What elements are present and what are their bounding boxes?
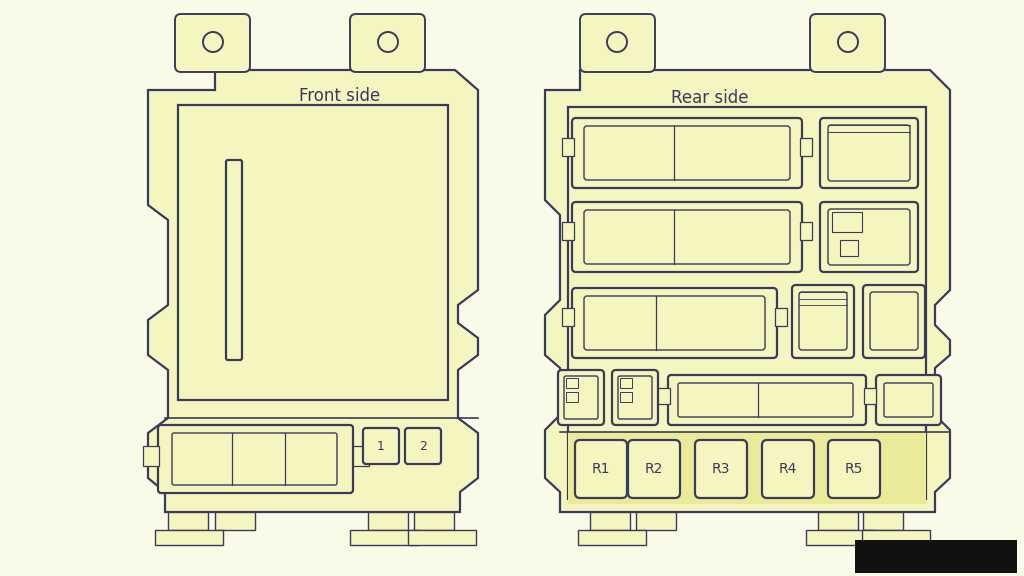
- FancyBboxPatch shape: [828, 125, 910, 181]
- Bar: [800, 138, 812, 156]
- Bar: [566, 378, 578, 388]
- Bar: [590, 512, 630, 530]
- FancyBboxPatch shape: [172, 433, 337, 485]
- FancyBboxPatch shape: [828, 440, 880, 498]
- Bar: [806, 530, 874, 545]
- FancyBboxPatch shape: [618, 376, 652, 419]
- Bar: [178, 105, 449, 400]
- Polygon shape: [148, 70, 478, 512]
- Text: R1: R1: [592, 462, 610, 476]
- FancyBboxPatch shape: [870, 292, 918, 350]
- Circle shape: [838, 32, 858, 52]
- FancyBboxPatch shape: [820, 118, 918, 188]
- FancyBboxPatch shape: [572, 202, 802, 272]
- FancyBboxPatch shape: [362, 428, 399, 464]
- FancyBboxPatch shape: [828, 209, 910, 265]
- FancyBboxPatch shape: [572, 118, 802, 188]
- Bar: [568, 432, 926, 504]
- Bar: [636, 512, 676, 530]
- Bar: [562, 138, 574, 156]
- Text: Rear side: Rear side: [672, 89, 749, 107]
- FancyBboxPatch shape: [580, 14, 655, 72]
- Bar: [855, 540, 1017, 573]
- Bar: [168, 512, 208, 530]
- Bar: [562, 222, 574, 240]
- Text: 2: 2: [419, 439, 427, 453]
- Bar: [775, 308, 787, 326]
- Bar: [800, 222, 812, 240]
- Bar: [414, 512, 454, 530]
- Bar: [368, 512, 408, 530]
- FancyBboxPatch shape: [572, 288, 777, 358]
- FancyBboxPatch shape: [406, 428, 441, 464]
- Text: 1: 1: [377, 439, 385, 453]
- FancyBboxPatch shape: [175, 14, 250, 72]
- FancyBboxPatch shape: [820, 202, 918, 272]
- Text: Front side: Front side: [299, 87, 381, 105]
- Text: R5: R5: [845, 462, 863, 476]
- Bar: [578, 530, 646, 545]
- Bar: [408, 530, 476, 545]
- Text: R3: R3: [712, 462, 730, 476]
- FancyBboxPatch shape: [575, 440, 627, 498]
- FancyBboxPatch shape: [558, 370, 604, 425]
- Bar: [620, 378, 632, 388]
- Circle shape: [607, 32, 627, 52]
- FancyBboxPatch shape: [863, 285, 925, 358]
- FancyBboxPatch shape: [226, 160, 242, 360]
- Bar: [620, 392, 632, 402]
- Bar: [863, 512, 903, 530]
- Bar: [562, 308, 574, 326]
- Bar: [350, 530, 418, 545]
- Text: CARSFUSE.COM: CARSFUSE.COM: [868, 549, 1004, 564]
- Bar: [353, 446, 369, 466]
- Bar: [143, 446, 159, 466]
- Bar: [658, 388, 670, 404]
- Bar: [568, 107, 926, 499]
- Circle shape: [203, 32, 223, 52]
- FancyBboxPatch shape: [584, 210, 790, 264]
- Text: R4: R4: [779, 462, 798, 476]
- Circle shape: [378, 32, 398, 52]
- FancyBboxPatch shape: [884, 383, 933, 417]
- FancyBboxPatch shape: [350, 14, 425, 72]
- FancyBboxPatch shape: [762, 440, 814, 498]
- Bar: [818, 512, 858, 530]
- FancyBboxPatch shape: [612, 370, 658, 425]
- FancyBboxPatch shape: [678, 383, 853, 417]
- Text: R2: R2: [645, 462, 664, 476]
- FancyBboxPatch shape: [584, 296, 765, 350]
- FancyBboxPatch shape: [799, 292, 847, 350]
- Bar: [566, 392, 578, 402]
- Bar: [840, 240, 858, 256]
- FancyBboxPatch shape: [810, 14, 885, 72]
- FancyBboxPatch shape: [628, 440, 680, 498]
- FancyBboxPatch shape: [792, 285, 854, 358]
- Polygon shape: [545, 70, 950, 512]
- FancyBboxPatch shape: [876, 375, 941, 425]
- Bar: [155, 530, 223, 545]
- FancyBboxPatch shape: [584, 126, 790, 180]
- FancyBboxPatch shape: [564, 376, 598, 419]
- Bar: [215, 512, 255, 530]
- FancyBboxPatch shape: [695, 440, 746, 498]
- FancyBboxPatch shape: [158, 425, 353, 493]
- Bar: [864, 388, 876, 404]
- FancyBboxPatch shape: [668, 375, 866, 425]
- Bar: [862, 530, 930, 545]
- Bar: [831, 212, 862, 232]
